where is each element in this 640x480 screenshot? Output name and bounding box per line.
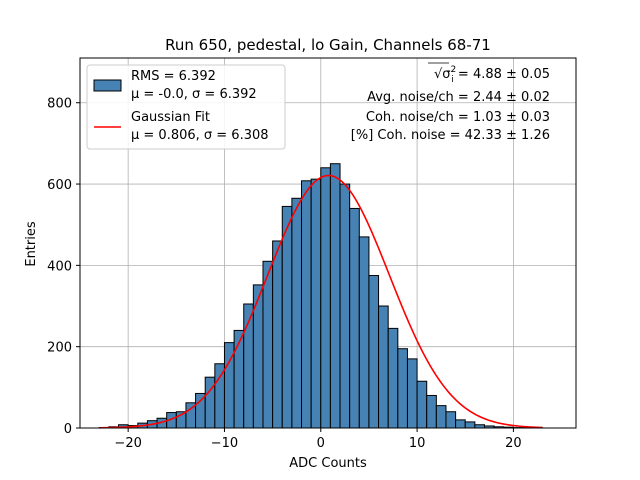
annotation-avg-noise: Avg. noise/ch = 2.44 ± 0.02 — [367, 90, 550, 105]
histogram-bar — [349, 207, 360, 429]
histogram-bar — [262, 260, 274, 429]
legend-patch-swatch — [93, 79, 122, 92]
histogram-bar — [195, 392, 206, 429]
y-tick-label: 200 — [47, 341, 72, 356]
legend: RMS = 6.392 μ = -0.0, σ = 6.392 Gaussian… — [86, 64, 286, 150]
histogram-bar — [301, 180, 312, 429]
histogram-bar — [281, 205, 293, 429]
histogram-bar — [406, 358, 418, 429]
x-tick-label: −10 — [211, 436, 238, 451]
legend-patch-line2: μ = -0.0, σ = 6.392 — [131, 87, 257, 102]
legend-line-line2: μ = 0.806, σ = 6.308 — [131, 128, 269, 143]
annotation-sigma-sub: i — [451, 75, 454, 85]
histogram-bar — [272, 240, 283, 429]
histogram-bars — [98, 163, 543, 429]
histogram-bar — [378, 305, 389, 429]
x-axis-ticks: −20 −10 0 10 20 — [114, 428, 522, 451]
annotation-sigma-sup: 2 — [451, 65, 457, 75]
x-tick-label: 20 — [505, 436, 522, 451]
x-tick-label: 0 — [317, 436, 325, 451]
y-axis-ticks: 0 200 400 600 800 — [47, 97, 80, 437]
histogram-bar — [320, 167, 331, 429]
histogram-bar — [329, 163, 341, 429]
histogram-bar — [397, 348, 408, 429]
histogram-bar — [358, 236, 370, 429]
x-tick-label: 10 — [409, 436, 426, 451]
histogram-bar — [426, 394, 437, 429]
histogram-bar — [455, 419, 466, 429]
legend-line-line1: Gaussian Fit — [131, 110, 210, 125]
histogram-bar — [445, 411, 457, 429]
noise-annotations: √σ2 i = 4.88 ± 0.05 Avg. noise/ch = 2.44 … — [351, 62, 550, 143]
histogram-bar — [435, 405, 447, 429]
histogram-bar — [387, 327, 399, 429]
x-axis-label: ADC Counts — [289, 456, 367, 471]
histogram-bar — [291, 197, 303, 429]
y-tick-label: 400 — [47, 259, 72, 274]
histogram-bar — [310, 178, 322, 429]
y-tick-label: 800 — [47, 97, 72, 112]
histogram-bar — [464, 421, 476, 429]
y-axis-label: Entries — [24, 221, 39, 267]
annotation-sigma-value: = 4.88 ± 0.05 — [454, 67, 550, 82]
plot-frame — [79, 57, 577, 429]
annotation-sigma: √σ2 i = 4.88 ± 0.05 — [434, 65, 550, 85]
annotation-coh-percent: [%] Coh. noise = 42.33 ± 1.26 — [351, 128, 550, 143]
histogram-bar — [339, 183, 351, 429]
x-tick-label: −20 — [114, 436, 141, 451]
annotation-sigma-symbol: √σ — [434, 67, 451, 82]
histogram-bar — [368, 275, 380, 429]
chart-title: Run 650, pedestal, lo Gain, Channels 68-… — [165, 36, 491, 54]
gaussian-fit-curve — [99, 174, 543, 429]
annotation-coh-noise: Coh. noise/ch = 1.03 ± 0.03 — [366, 110, 550, 125]
histogram-bar — [416, 380, 428, 429]
legend-patch-line1: RMS = 6.392 — [131, 69, 216, 84]
y-tick-label: 600 — [47, 178, 72, 193]
y-tick-label: 0 — [64, 422, 72, 437]
legend-box — [86, 64, 286, 150]
histogram-bar — [233, 329, 245, 429]
